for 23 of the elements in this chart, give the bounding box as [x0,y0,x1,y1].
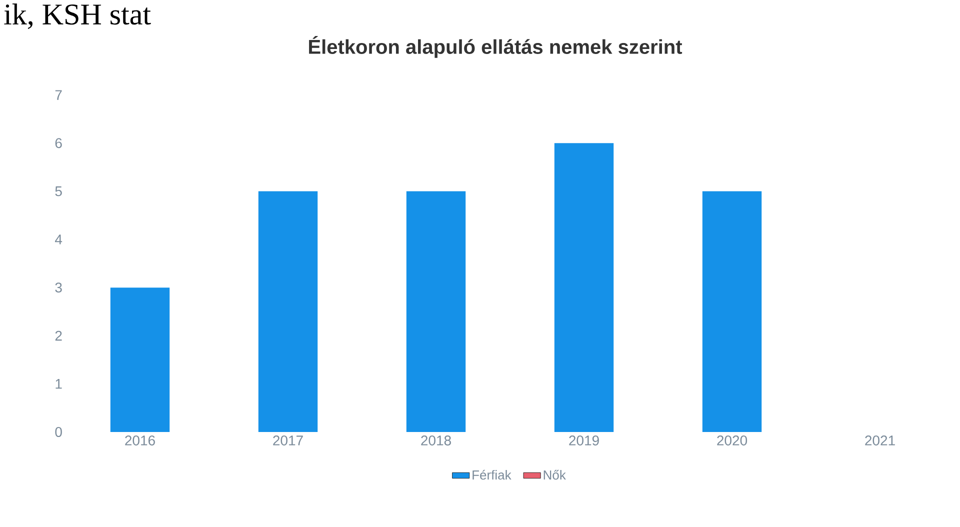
bar [258,191,318,432]
bar [406,191,466,432]
x-tick-label: 2017 [273,436,303,446]
x-tick-label: 2019 [569,436,599,446]
bar [554,143,614,432]
x-tick-label: 2018 [421,436,451,446]
y-tick-label: 6 [55,138,62,148]
bar [702,191,762,432]
y-tick-label: 3 [55,282,62,293]
text: ik, KSH stat [4,4,151,29]
x-tick-label: 2016 [125,436,155,446]
legend-label: Férfiak [472,470,512,480]
y-tick-label: 4 [54,234,62,244]
y-tick-label: 7 [55,90,62,100]
chart-title: Életkoron alapuló ellátás nemek szerint [309,36,682,58]
y-tick-label: 5 [55,186,62,196]
x-tick-label: 2021 [865,436,895,446]
bar [110,288,170,432]
y-tick-label: 1 [56,379,62,389]
x-tick-label: 2020 [717,436,748,446]
y-tick-label: 2 [55,330,62,341]
legend-label: Nők [544,470,566,480]
y-tick-label: 0 [55,427,62,437]
